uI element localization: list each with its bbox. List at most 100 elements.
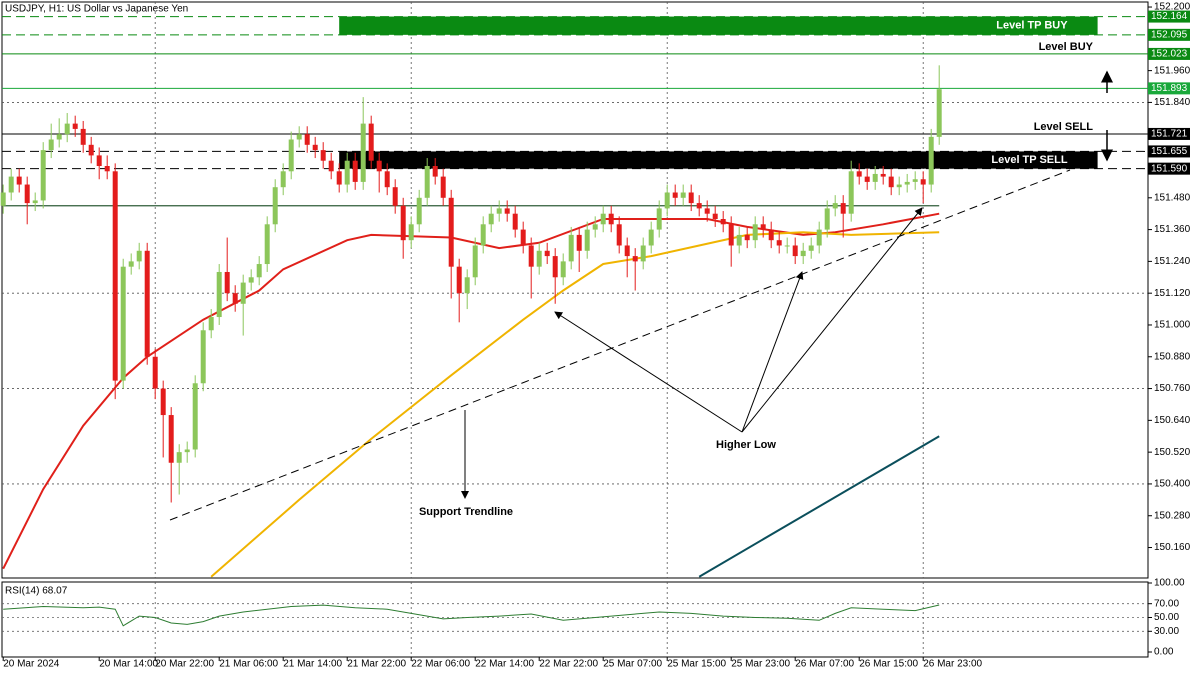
candle-body (72, 123, 78, 129)
candle-body (184, 449, 190, 453)
candle-body (424, 166, 430, 198)
candle-body (272, 187, 278, 225)
candle-body (112, 171, 118, 381)
y-tick-label: 150.760 (1154, 383, 1191, 394)
x-tick-label: 26 Mar 07:00 (795, 659, 854, 670)
candle-body (392, 187, 398, 206)
candle-body (560, 261, 566, 278)
support-trendline (169, 169, 1071, 521)
candle-body (648, 229, 654, 246)
y-tick-label: 151.000 (1154, 320, 1191, 331)
main-frame (1, 1, 1149, 579)
candle-body (504, 208, 510, 214)
x-tick-label: 26 Mar 23:00 (923, 659, 982, 670)
candle-body (216, 271, 222, 318)
arrow (741, 271, 804, 433)
candle-body (664, 192, 670, 209)
candle-body (888, 176, 894, 188)
candle-body (360, 123, 366, 182)
candle-body (856, 171, 862, 177)
candle-body (408, 224, 414, 241)
candle-body (256, 264, 262, 278)
candle-body (384, 171, 390, 188)
candle-body (640, 245, 646, 262)
x-tick-label: 20 Mar 2024 (3, 659, 60, 670)
x-tick-label: 20 Mar 22:00 (155, 659, 214, 670)
x-tick-label: 21 Mar 14:00 (283, 659, 342, 670)
x-tick-label: 21 Mar 06:00 (219, 659, 278, 670)
y-tick-label: 150.880 (1154, 351, 1191, 362)
candle-body (136, 250, 142, 262)
candle-body (288, 139, 294, 172)
candle-body (544, 250, 550, 257)
price-box-label: 151.721 (1151, 129, 1188, 140)
grid-layer (2, 2, 1152, 661)
candle-body (208, 317, 214, 331)
price-box (1148, 10, 1190, 23)
y-tick-label: 70.00 (1154, 598, 1179, 609)
candle-body (264, 224, 270, 265)
zone-label: Level TP BUY (996, 20, 1068, 32)
price-box (1148, 47, 1190, 60)
candle-body (592, 224, 598, 230)
candle-body (936, 89, 942, 137)
candle-body (296, 134, 302, 140)
price-box (1148, 145, 1190, 158)
candle-body (864, 176, 870, 182)
candle-body (48, 139, 54, 151)
candle-body (232, 293, 238, 304)
candle-body (224, 271, 230, 294)
y-tick-label: 150.400 (1154, 479, 1191, 490)
x-tick-label: 25 Mar 15:00 (667, 659, 726, 670)
candle-body (800, 250, 806, 257)
candle-body (328, 160, 334, 172)
candle-body (96, 155, 102, 167)
drawing-layer: Higher Low Support Trendline (169, 70, 1113, 521)
candle-body (304, 134, 310, 145)
candle-body (792, 245, 798, 257)
candle-body (40, 150, 46, 201)
x-tick-label: 26 Mar 15:00 (859, 659, 918, 670)
moving-average (210, 231, 940, 578)
candle-body (808, 245, 814, 251)
candle-body (472, 245, 478, 278)
candle-body (736, 234, 742, 246)
price-box-label: 152.095 (1151, 29, 1188, 40)
candle-body (632, 256, 638, 262)
candle-body (160, 388, 166, 416)
candle-body (280, 171, 286, 188)
candle-body (696, 203, 702, 209)
y-tick-label: 150.160 (1154, 542, 1191, 553)
candle-body (880, 173, 886, 177)
x-tick-label: 22 Mar 06:00 (411, 659, 470, 670)
chart-title: USDJPY, H1: US Dollar vs Japanese Yen (5, 4, 188, 15)
candle-body (24, 184, 30, 204)
y-tick-label: 50.00 (1154, 612, 1179, 623)
candle-body (8, 176, 14, 193)
zone (339, 151, 1098, 169)
candle-body (104, 166, 110, 172)
candle-body (600, 213, 606, 225)
candle-body (16, 176, 22, 185)
candle-body (520, 229, 526, 246)
level-label: Level SELL (1034, 121, 1094, 133)
candle-body (840, 203, 846, 214)
candle-body (512, 213, 518, 230)
candle-body (456, 266, 462, 294)
candle-body (200, 330, 206, 384)
candle-body (832, 203, 838, 209)
candle-body (608, 213, 614, 225)
x-tick-label: 25 Mar 23:00 (731, 659, 790, 670)
candle-body (312, 144, 318, 151)
candle-body (248, 277, 254, 283)
candle-body (152, 356, 158, 389)
moving-average (698, 435, 940, 578)
candle-layer (0, 65, 942, 503)
candle-body (584, 229, 590, 251)
candle-body (568, 234, 574, 262)
candle-body (32, 200, 38, 204)
candle-body (336, 171, 342, 185)
price-box-label: 151.590 (1151, 163, 1188, 174)
